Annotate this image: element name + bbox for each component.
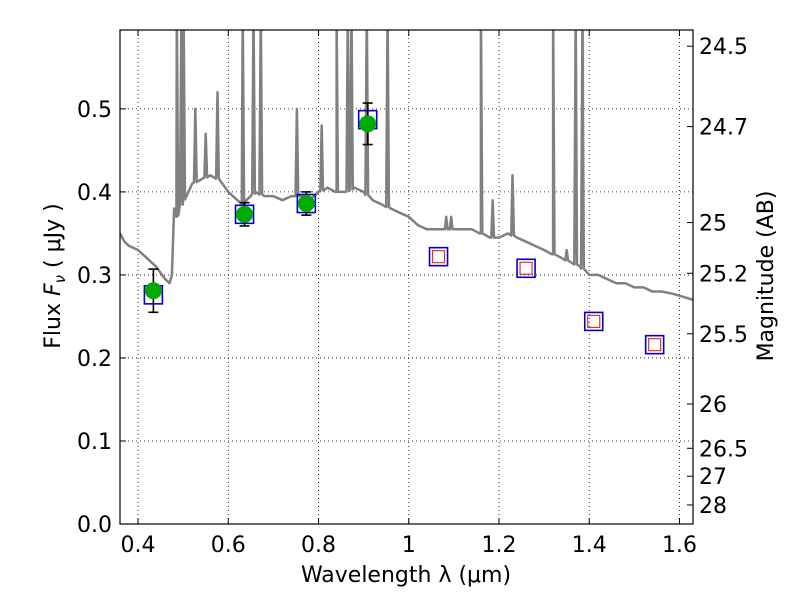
y2-tick-label: 25 (699, 212, 727, 237)
predicted-model-box (644, 334, 665, 355)
predicted-inner-box (519, 261, 533, 275)
observed-point (236, 205, 254, 223)
x-tick-label: 1.4 (572, 533, 607, 558)
y-axis-label-subscript: ν (51, 275, 69, 283)
x-tick-label: 0.4 (121, 533, 156, 558)
x-tick-label: 1.6 (662, 533, 697, 558)
axis-ticks (120, 30, 693, 525)
y2-tick-label: 24.7 (699, 116, 748, 141)
y-tick-labels: 0.0 0.1 0.2 0.3 0.4 0.5 (77, 98, 112, 538)
x-axis-label: Wavelength λ (μm) (301, 563, 511, 588)
y-axis-label: Flux Fν ( μJy ) (41, 203, 69, 348)
predicted-inner-box (587, 314, 601, 329)
predicted-model-box (516, 258, 536, 279)
x-tick-label: 0.8 (301, 533, 336, 558)
observed-point (297, 195, 315, 213)
template-spectrum-line (120, 30, 693, 301)
predicted-model-box (428, 246, 449, 267)
y-axis-label-prefix: Flux (41, 296, 66, 349)
y-tick-label: 0.0 (77, 513, 112, 538)
predicted-inner-box (431, 250, 446, 264)
y-axis-label-unit: ( μJy ) (41, 203, 66, 275)
y2-tick-label: 26.5 (699, 437, 748, 462)
y-tick-label: 0.2 (77, 347, 112, 372)
y2-tick-label: 25.5 (699, 323, 748, 348)
y-axis-label-symbol: F (41, 283, 66, 296)
x-tick-label: 0.6 (211, 533, 246, 558)
y2-axis-label: Magnitude (AB) (754, 191, 779, 362)
y2-tick-label: 24.5 (699, 35, 748, 60)
x-tick-label: 1 (402, 533, 416, 558)
predicted-inner-box (648, 338, 662, 352)
y-tick-label: 0.1 (77, 430, 112, 455)
predicted-model-box (583, 311, 604, 332)
observed-point (144, 282, 162, 300)
plot-area (120, 30, 693, 355)
plot-frame (119, 29, 694, 525)
y2-tick-labels: 24.5 24.7 25 25.2 25.5 26 26.5 27 28 (699, 35, 748, 519)
y-tick-label: 0.3 (77, 264, 112, 289)
y2-tick-label: 25.2 (699, 262, 748, 287)
y2-tick-label: 27 (699, 465, 727, 490)
y2-tick-label: 26 (699, 393, 727, 418)
x-tick-labels: 0.4 0.6 0.8 1 1.2 1.4 1.6 (121, 533, 697, 558)
x-tick-label: 1.2 (481, 533, 516, 558)
y-tick-label: 0.4 (77, 181, 112, 206)
observed-point (359, 115, 377, 133)
y-tick-label: 0.5 (77, 98, 112, 123)
y2-tick-label: 28 (699, 494, 727, 519)
